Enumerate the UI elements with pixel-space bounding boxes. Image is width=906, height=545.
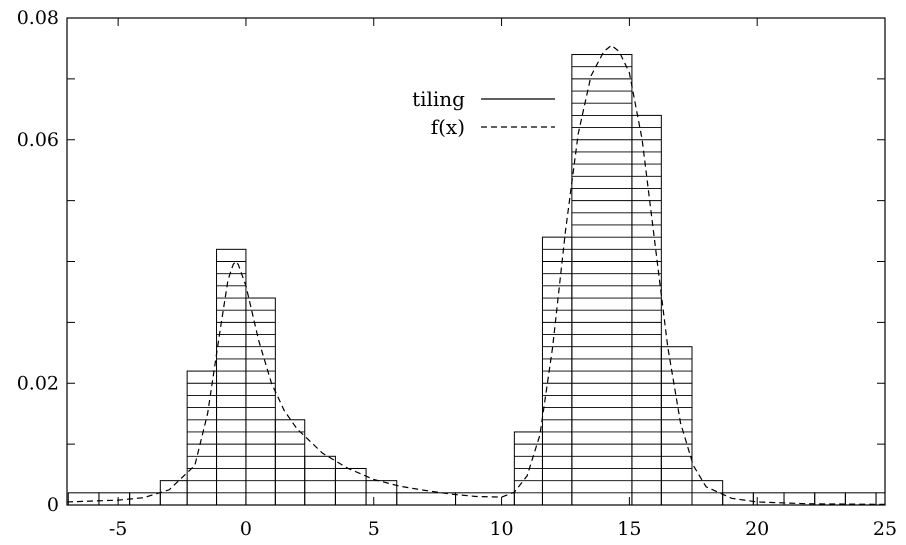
ticks-layer xyxy=(67,17,886,506)
y-tick-label: 0.08 xyxy=(17,7,59,29)
histogram-bar xyxy=(814,492,846,506)
fx-curve xyxy=(66,44,886,505)
x-tick-label: -5 xyxy=(109,518,128,540)
y-tick-label: 0 xyxy=(47,494,59,516)
histogram-bar xyxy=(875,492,886,506)
histogram-bar xyxy=(396,492,457,506)
histogram-bar xyxy=(722,492,754,506)
x-tick-label: 15 xyxy=(617,518,641,540)
histogram-bar xyxy=(98,492,131,506)
y-tick-label: 0.06 xyxy=(17,129,59,151)
histogram-bar xyxy=(660,346,693,506)
histogram-bar xyxy=(129,492,161,506)
histogram-bar xyxy=(186,370,218,506)
y-tick-labels: 0 0.02 0.06 0.08 xyxy=(17,7,59,516)
legend-label-tiling: tiling xyxy=(412,87,465,111)
x-tick-label: 0 xyxy=(240,518,252,540)
histogram-bar xyxy=(245,297,276,506)
x-tick-label: 25 xyxy=(873,518,897,540)
x-tick-label: 10 xyxy=(489,518,513,540)
histogram-bar xyxy=(844,492,877,506)
y-tick-label: 0.02 xyxy=(17,372,59,394)
histogram-bar xyxy=(455,492,515,506)
histogram-layer xyxy=(67,54,886,506)
histogram-bar xyxy=(334,467,367,506)
legend-label-fx: f(x) xyxy=(431,115,465,139)
histogram-bar xyxy=(216,248,247,506)
histogram-bar xyxy=(67,492,100,506)
legend: tiling f(x) xyxy=(412,87,555,139)
x-tick-labels: -5 0 5 10 15 20 25 xyxy=(109,518,897,540)
x-tick-label: 5 xyxy=(368,518,380,540)
x-tick-label: 20 xyxy=(745,518,769,540)
